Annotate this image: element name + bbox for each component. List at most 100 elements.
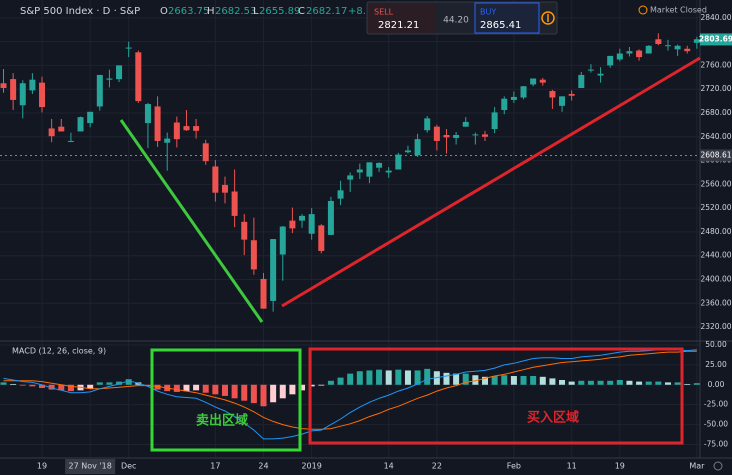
candle-body [0, 83, 7, 89]
macd-histogram-bar [270, 384, 277, 403]
candle-body [289, 220, 296, 229]
candle-body [270, 239, 277, 301]
macd-histogram-bar [404, 370, 411, 385]
macd-title: MACD (12, 26, close, 9) [12, 347, 106, 356]
macd-histogram-bar [231, 384, 238, 399]
macd-histogram-bar [520, 376, 527, 385]
macd-histogram-bar [58, 384, 65, 391]
candle-body [578, 74, 585, 89]
marks-layer [0, 33, 700, 440]
ohlc-key: O [160, 6, 168, 17]
candle-body [212, 166, 219, 193]
candle-body [67, 140, 74, 142]
x-tick-label: Mar [689, 462, 705, 471]
macd-histogram-bar [154, 384, 161, 390]
sell-button[interactable] [368, 3, 436, 33]
candle-body [693, 39, 700, 43]
x-tick-label: 19 [615, 462, 625, 471]
macd-histogram-bar [116, 381, 123, 385]
candle-body [395, 154, 402, 170]
candle-body [125, 47, 132, 49]
macd-histogram-bar [530, 376, 537, 385]
y-tick-label: 2360.00 [700, 298, 731, 307]
candle-body [510, 96, 517, 100]
macd-histogram-bar [684, 383, 691, 385]
candle-body [530, 78, 537, 85]
candle-body [607, 55, 614, 66]
macd-histogram-bar [539, 376, 546, 385]
macd-histogram-bar [193, 384, 200, 391]
candle-body [231, 191, 238, 216]
macd-histogram-bar [279, 384, 286, 399]
candle-body [424, 118, 431, 131]
candle-body [193, 126, 200, 131]
candle-body [443, 134, 450, 138]
trade-panel: SELL 2821.21 44.20 BUY 2865.41 [366, 1, 558, 35]
candle-body [559, 96, 566, 106]
candle-body [77, 117, 84, 132]
x-tick-label: Feb [507, 462, 521, 471]
y-tick-label: -50.00 [704, 420, 728, 429]
sell-zone-label: 卖出区域 [196, 413, 248, 429]
macd-histogram-bar [0, 382, 7, 385]
buy-button[interactable] [474, 2, 540, 34]
uptrend-line [281, 56, 701, 308]
macd-histogram-bar [549, 378, 556, 385]
macd-histogram-bar [10, 383, 17, 385]
ohlc-key: L [253, 6, 259, 17]
candle-body [433, 126, 440, 141]
y-tick-label: 2320.00 [700, 322, 731, 331]
candle-body [202, 143, 209, 162]
candle-body [39, 82, 46, 108]
info-icon[interactable] [541, 11, 555, 25]
x-tick-label: 11 [567, 462, 577, 471]
candle-body [366, 162, 373, 177]
macd-histogram-bar [241, 384, 248, 401]
macd-histogram-bar [39, 384, 46, 388]
y-tick-label: -75.00 [704, 439, 728, 448]
candle-body [684, 48, 691, 52]
ohlc-change: +8.7 [348, 6, 372, 17]
macd-histogram-bar [645, 381, 652, 385]
crosshair-date-bg [65, 459, 116, 474]
macd-histogram-bar [559, 380, 566, 385]
market-status: Market Closed [650, 6, 707, 15]
candle-body [318, 225, 325, 251]
candle-body [472, 134, 479, 136]
candle-body [616, 53, 623, 60]
x-tick-label: 22 [432, 462, 442, 471]
macd-histogram-bar [299, 384, 306, 391]
y-tick-label: 2480.00 [700, 227, 731, 236]
x-tick-label: 24 [258, 462, 268, 471]
macd-histogram-bar [366, 370, 373, 385]
macd-histogram-bar [67, 384, 74, 392]
macd-histogram-bar [472, 375, 479, 385]
macd-histogram-bar [395, 369, 402, 385]
candle-body [164, 138, 171, 143]
macd-histogram-bar [385, 370, 392, 385]
macd-histogram-bar [568, 381, 575, 385]
market-status-icon [638, 5, 648, 15]
candle-body [539, 79, 546, 83]
y-tick-label: 2440.00 [700, 251, 731, 260]
settings-icon[interactable] [713, 461, 723, 471]
candle-body [106, 78, 113, 80]
macd-histogram-bar [597, 380, 604, 385]
buy-label: BUY [480, 8, 496, 17]
candle-body [520, 86, 527, 98]
macd-histogram-bar [636, 381, 643, 385]
macd-histogram-bar [289, 384, 296, 395]
y-tick-label: -25.00 [704, 400, 728, 409]
macd-histogram-bar [327, 380, 334, 385]
buy-price: 2865.41 [480, 20, 521, 31]
macd-histogram-bar [424, 368, 431, 385]
candle-body [674, 45, 681, 50]
candle-body [48, 128, 55, 137]
candle-body [347, 175, 354, 180]
candle-body [241, 221, 248, 240]
candle-body [135, 52, 142, 102]
macd-histogram-bar [96, 382, 103, 385]
candle-body [482, 134, 488, 137]
candle-body [260, 278, 267, 309]
